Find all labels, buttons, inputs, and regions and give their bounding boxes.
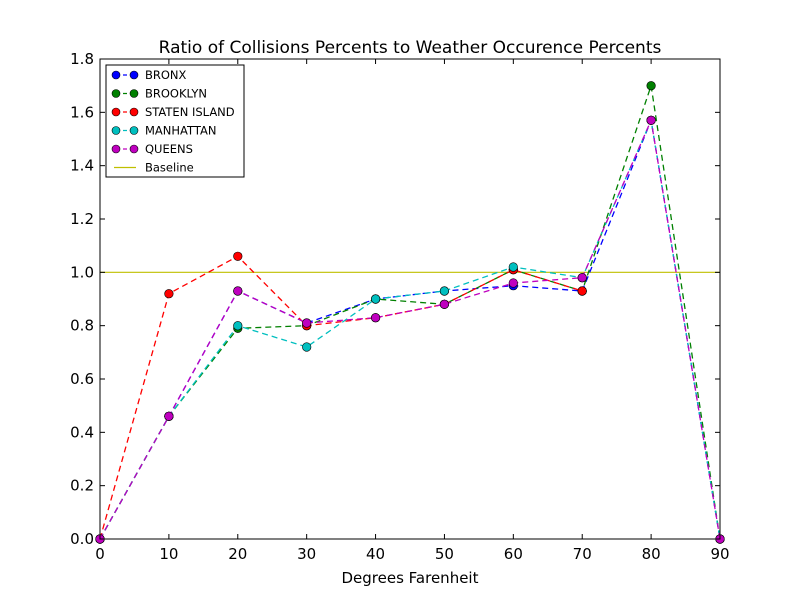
data-point-manhattan-6 bbox=[508, 262, 518, 272]
legend-box bbox=[105, 64, 245, 178]
x-tick-label: 80 bbox=[642, 545, 661, 563]
data-point-queens-4 bbox=[371, 313, 381, 323]
x-tick-label: 40 bbox=[366, 545, 385, 563]
legend-item-bronx: BRONX bbox=[111, 68, 187, 82]
chart-title: Ratio of Collisions Percents to Weather … bbox=[159, 38, 662, 58]
y-tick-label: 1.2 bbox=[70, 210, 94, 228]
y-tick-label: 1.0 bbox=[70, 263, 94, 281]
y-tick-label: 0.4 bbox=[70, 423, 94, 441]
legend-label: Baseline bbox=[145, 161, 194, 175]
legend-marker bbox=[111, 144, 121, 154]
legend-marker bbox=[129, 70, 139, 80]
legend-marker bbox=[129, 107, 139, 117]
x-tick-label: 60 bbox=[504, 545, 523, 563]
x-tick-label: 70 bbox=[573, 545, 592, 563]
legend-label: STATEN ISLAND bbox=[145, 105, 235, 119]
series-line-manhattan bbox=[99, 118, 721, 540]
legend-label: BRONX bbox=[145, 68, 187, 82]
y-tick-label: 1.6 bbox=[70, 103, 94, 121]
data-point-queens-6 bbox=[508, 278, 518, 288]
legend-item-staten-island: STATEN ISLAND bbox=[111, 105, 235, 119]
x-tick-label: 10 bbox=[159, 545, 178, 563]
series-line-brooklyn bbox=[99, 85, 721, 540]
legend: BRONX BROOKLYN STATEN ISLAND MANHATTAN QUEEN… bbox=[105, 64, 245, 178]
legend-item-brooklyn: BROOKLYN bbox=[111, 87, 207, 101]
legend-marker bbox=[129, 144, 139, 154]
legend-marker bbox=[111, 89, 121, 98]
series-queens bbox=[95, 115, 725, 544]
y-tick-label: 0.6 bbox=[70, 370, 94, 388]
series-line-staten-island bbox=[99, 255, 583, 540]
legend-label: MANHATTAN bbox=[145, 124, 216, 138]
legend-marker bbox=[129, 126, 139, 135]
legend-item-baseline: Baseline bbox=[114, 161, 194, 175]
data-point-brooklyn-8 bbox=[646, 81, 656, 91]
y-tick-label: 0.2 bbox=[70, 477, 94, 495]
x-tick-label: 50 bbox=[435, 545, 454, 563]
data-point-staten-island-1 bbox=[164, 289, 174, 299]
y-tick-label: 0.8 bbox=[70, 317, 94, 335]
data-point-manhattan-4 bbox=[371, 294, 381, 304]
data-point-queens-5 bbox=[439, 299, 450, 309]
legend-label: QUEENS bbox=[145, 142, 193, 156]
data-point-manhattan-5 bbox=[439, 286, 450, 296]
legend-item-manhattan: MANHATTAN bbox=[111, 124, 216, 138]
ticks-layer: 0 10 20 30 40 50 60 70 80 90 0.0 0.2 0.4 0.6 0.8 1.0 1.2… bbox=[70, 50, 729, 563]
x-axis-label: Degrees Farenheit bbox=[342, 569, 479, 587]
series-line-queens bbox=[99, 118, 721, 540]
legend-marker bbox=[111, 107, 121, 117]
x-tick-label: 0 bbox=[95, 545, 105, 563]
legend-marker bbox=[111, 70, 121, 80]
x-tick-label: 20 bbox=[228, 545, 247, 563]
data-point-staten-island-2 bbox=[233, 251, 243, 261]
y-tick-label: 1.4 bbox=[70, 157, 94, 175]
y-tick-label: 1.8 bbox=[70, 50, 94, 68]
data-point-manhattan-2 bbox=[233, 321, 243, 331]
data-point-queens-1 bbox=[164, 411, 174, 421]
legend-item-queens: QUEENS bbox=[111, 142, 193, 156]
legend-marker bbox=[129, 89, 139, 98]
legend-label: BROOKLYN bbox=[145, 87, 207, 101]
data-point-queens-7 bbox=[577, 273, 587, 283]
plot-frame bbox=[99, 58, 721, 540]
x-tick-label: 90 bbox=[710, 545, 729, 563]
data-point-manhattan-3 bbox=[302, 342, 312, 352]
data-point-queens-3 bbox=[302, 318, 312, 328]
legend-marker bbox=[111, 126, 121, 135]
data-point-queens-8 bbox=[646, 115, 656, 125]
x-tick-label: 30 bbox=[297, 545, 316, 563]
data-point-staten-island-7 bbox=[577, 286, 587, 296]
series-layer bbox=[95, 81, 725, 544]
data-point-queens-2 bbox=[233, 286, 243, 296]
y-tick-label: 0.0 bbox=[70, 530, 94, 548]
